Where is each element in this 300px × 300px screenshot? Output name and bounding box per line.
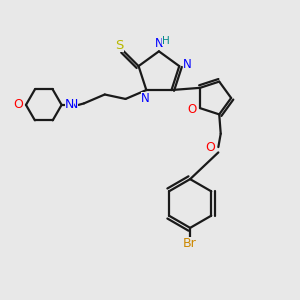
Text: H: H	[162, 36, 169, 46]
Text: N: N	[65, 98, 74, 111]
Text: O: O	[205, 141, 215, 154]
Text: O: O	[187, 103, 196, 116]
Text: N: N	[183, 58, 192, 71]
Text: O: O	[13, 98, 23, 111]
Text: S: S	[116, 39, 124, 52]
Text: Br: Br	[183, 237, 197, 250]
Text: N: N	[69, 98, 78, 111]
Text: N: N	[141, 92, 150, 105]
Text: N: N	[154, 37, 163, 50]
